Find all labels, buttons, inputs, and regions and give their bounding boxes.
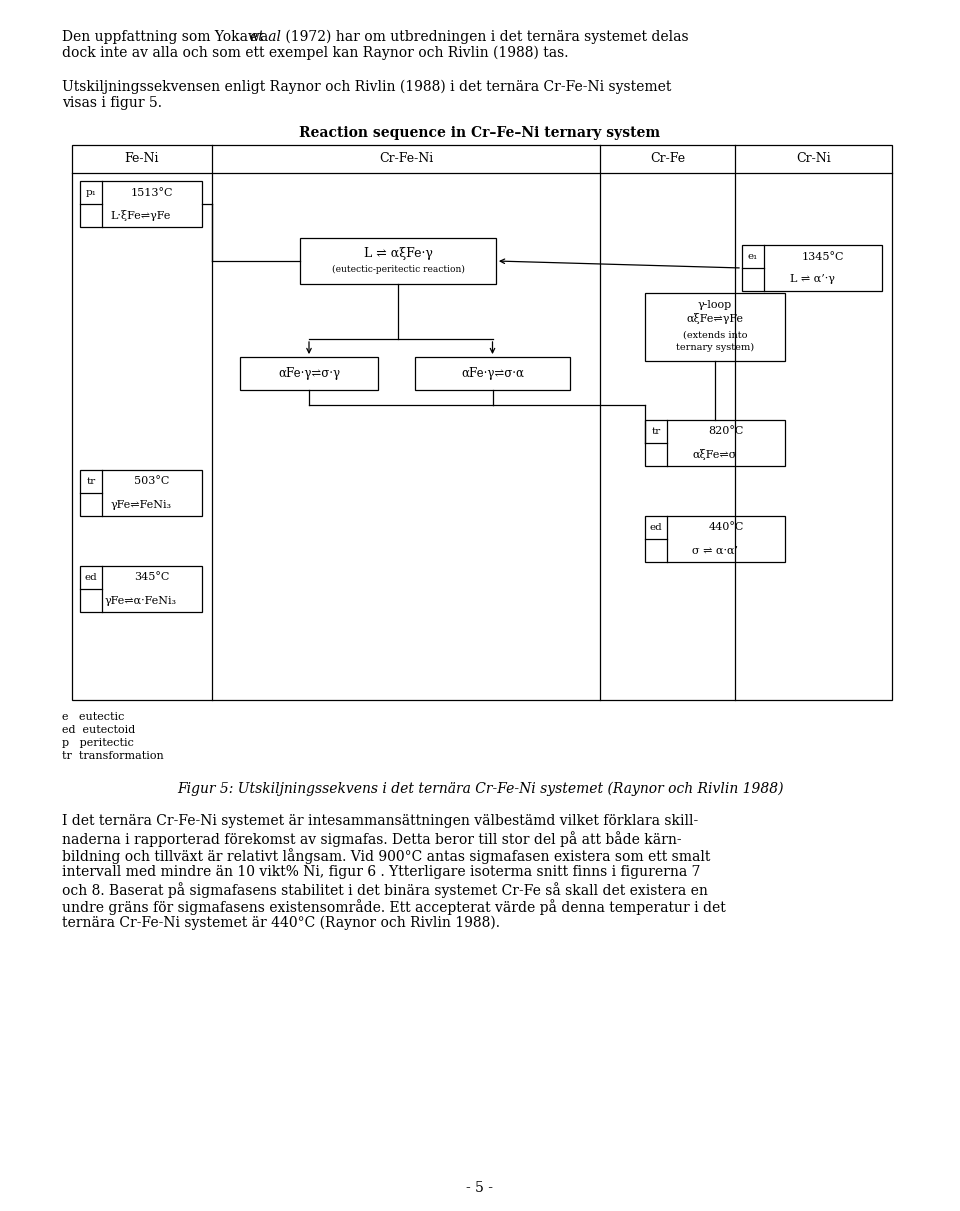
Text: γ-loop: γ-loop (698, 300, 732, 310)
Text: 820°C: 820°C (708, 426, 744, 436)
Text: (extends into: (extends into (683, 331, 747, 339)
Text: e₁: e₁ (748, 252, 758, 262)
Text: ed  eutectoid: ed eutectoid (62, 725, 135, 735)
Text: dock inte av alla och som ett exempel kan Raynor och Rivlin (1988) tas.: dock inte av alla och som ett exempel ka… (62, 46, 568, 61)
Text: (1972) har om utbredningen i det ternära systemet delas: (1972) har om utbredningen i det ternära… (281, 30, 688, 45)
Text: 503°C: 503°C (134, 476, 170, 487)
Bar (80, 566, 202, 612)
Text: αξFe⇌σ: αξFe⇌σ (693, 449, 737, 460)
Text: Fe-Ni: Fe-Ni (125, 153, 159, 166)
Text: L ⇌ αξFe·γ: L ⇌ αξFe·γ (364, 247, 432, 260)
Bar (80, 180, 202, 226)
Bar (72, 145, 892, 700)
Text: undre gräns för sigmafasens existensområde. Ett accepterat värde på denna temper: undre gräns för sigmafasens existensområ… (62, 899, 726, 914)
Text: (eutectic-peritectic reaction): (eutectic-peritectic reaction) (331, 264, 465, 274)
Bar (240, 357, 378, 390)
Bar (415, 357, 570, 390)
Bar (645, 516, 785, 562)
Bar (645, 420, 785, 466)
Text: tr: tr (86, 477, 96, 486)
Text: αFe·γ⇌σ·γ: αFe·γ⇌σ·γ (278, 367, 340, 380)
Text: 440°C: 440°C (708, 522, 744, 533)
Text: Reaction sequence in Cr–Fe–Ni ternary system: Reaction sequence in Cr–Fe–Ni ternary sy… (300, 126, 660, 140)
Bar (742, 245, 882, 291)
Text: visas i figur 5.: visas i figur 5. (62, 96, 162, 110)
Text: L·ξFe⇌γFe: L·ξFe⇌γFe (110, 210, 171, 220)
Text: Figur 5: Utskiljningssekvens i det ternära Cr-Fe-Ni systemet (Raynor och Rivlin : Figur 5: Utskiljningssekvens i det ternä… (177, 782, 783, 797)
Text: αξFe⇌γFe: αξFe⇌γFe (686, 314, 743, 325)
Text: intervall med mindre än 10 vikt% Ni, figur 6 . Ytterligare isoterma snitt finns : intervall med mindre än 10 vikt% Ni, fig… (62, 865, 701, 879)
Text: ternary system): ternary system) (676, 343, 754, 351)
Text: bildning och tillväxt är relativt långsam. Vid 900°C antas sigmafasen existera s: bildning och tillväxt är relativt långsa… (62, 848, 710, 863)
Text: αFe·γ⇌σ·α: αFe·γ⇌σ·α (461, 367, 524, 380)
Text: L ⇌ α’·γ: L ⇌ α’·γ (789, 275, 834, 285)
Text: σ ⇌ α·α’: σ ⇌ α·α’ (692, 545, 738, 556)
Text: ternära Cr-Fe-Ni systemet är 440°C (Raynor och Rivlin 1988).: ternära Cr-Fe-Ni systemet är 440°C (Rayn… (62, 916, 500, 930)
Text: - 5 -: - 5 - (467, 1181, 493, 1195)
Text: och 8. Baserat på sigmafasens stabilitet i det binära systemet Cr-Fe så skall de: och 8. Baserat på sigmafasens stabilitet… (62, 882, 708, 897)
Text: I det ternära Cr-Fe-Ni systemet är intesammansättningen välbestämd vilket förkla: I det ternära Cr-Fe-Ni systemet är intes… (62, 814, 698, 828)
Text: p₁: p₁ (85, 188, 96, 197)
Text: Cr-Fe-Ni: Cr-Fe-Ni (379, 153, 433, 166)
Text: ed: ed (84, 573, 97, 582)
Text: Cr-Ni: Cr-Ni (796, 153, 830, 166)
Text: Den uppfattning som Yokawa: Den uppfattning som Yokawa (62, 30, 273, 44)
Bar (300, 239, 496, 285)
Text: tr  transformation: tr transformation (62, 751, 164, 761)
Text: p   peritectic: p peritectic (62, 737, 133, 748)
Text: tr: tr (652, 427, 660, 436)
Text: ed: ed (650, 523, 662, 532)
Text: 1513°C: 1513°C (131, 188, 173, 197)
Text: γFe⇌α·FeNi₃: γFe⇌α·FeNi₃ (105, 596, 177, 606)
Text: 1345°C: 1345°C (802, 252, 844, 262)
Text: γFe⇌FeNi₃: γFe⇌FeNi₃ (110, 499, 172, 510)
Text: Cr-Fe: Cr-Fe (650, 153, 685, 166)
Text: naderna i rapporterad förekomst av sigmafas. Detta beror till stor del på att bå: naderna i rapporterad förekomst av sigma… (62, 831, 682, 846)
Text: 345°C: 345°C (134, 573, 170, 582)
Text: Utskiljningssekvensen enligt Raynor och Rivlin (1988) i det ternära Cr-Fe-Ni sys: Utskiljningssekvensen enligt Raynor och … (62, 80, 671, 94)
Bar (80, 470, 202, 516)
Text: et al: et al (250, 30, 281, 44)
Bar (645, 293, 785, 361)
Text: e   eutectic: e eutectic (62, 712, 125, 722)
